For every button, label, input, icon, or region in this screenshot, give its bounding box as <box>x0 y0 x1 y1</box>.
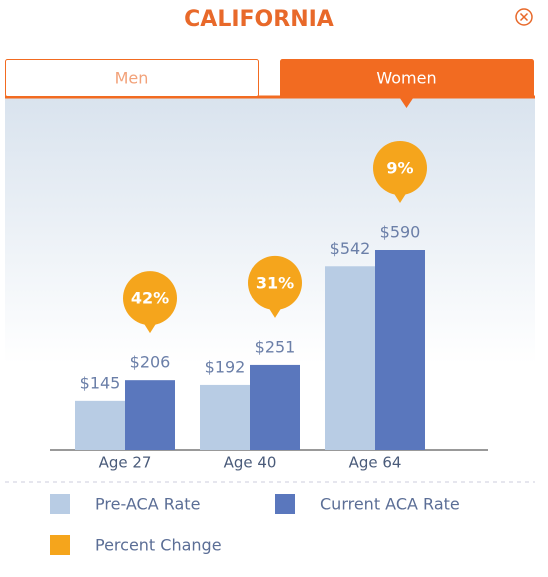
close-button[interactable] <box>515 8 533 26</box>
bar <box>200 384 250 450</box>
tab-label: Men <box>115 69 149 88</box>
bar <box>75 400 125 450</box>
value-label: $192 <box>205 357 246 376</box>
bubble <box>373 141 427 195</box>
bubble-label: 31% <box>256 273 294 292</box>
bubble-label: 42% <box>131 289 169 308</box>
value-label: $145 <box>80 373 121 392</box>
x-tick-label: Age 40 <box>224 454 277 472</box>
legend-swatch <box>50 535 70 555</box>
legend-label: Pre-ACA Rate <box>95 495 200 514</box>
value-label: $251 <box>255 337 296 356</box>
bubble <box>123 271 177 326</box>
bubble <box>248 255 302 310</box>
bar <box>250 364 300 450</box>
bar <box>125 380 175 450</box>
value-label: $590 <box>380 223 421 242</box>
chart-title: CALIFORNIA <box>184 7 334 32</box>
value-label: $206 <box>130 353 171 372</box>
bar <box>375 250 425 450</box>
x-tick-label: Age 64 <box>349 454 402 472</box>
x-tick-label: Age 27 <box>99 454 152 472</box>
legend-label: Percent Change <box>95 536 222 555</box>
legend-label: Current ACA Rate <box>320 495 460 514</box>
legend-swatch <box>275 494 295 514</box>
legend-swatch <box>50 494 70 514</box>
tab-pointer <box>398 96 415 108</box>
bar <box>325 266 375 450</box>
tab-label: Women <box>376 69 436 88</box>
bubble-label: 9% <box>386 159 413 178</box>
value-label: $542 <box>330 239 371 258</box>
tab[interactable] <box>5 59 259 97</box>
